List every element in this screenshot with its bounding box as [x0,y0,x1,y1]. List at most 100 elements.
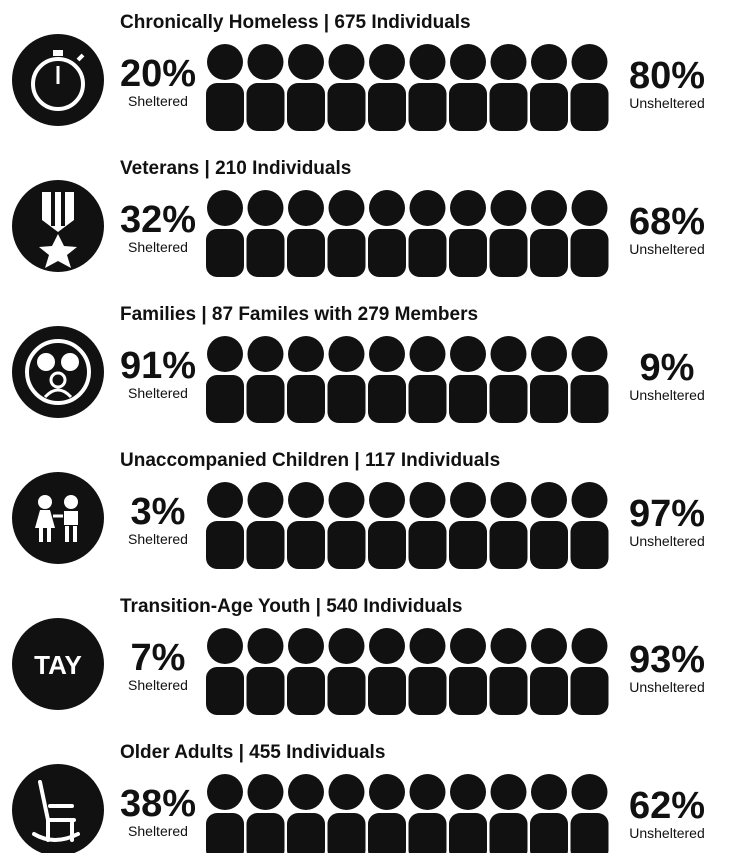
person-icon [247,628,284,664]
person-icon [571,190,608,226]
row: Unaccompanied Children | 117 Individuals… [12,450,705,569]
person-icon [530,83,568,131]
person-icon [408,83,447,131]
person-icon [287,229,325,277]
person-icon [368,375,406,423]
person-icon [571,44,608,80]
person-icon [490,628,527,664]
person-icon [288,190,324,226]
icon-line [31,57,85,111]
person-icon [327,813,366,853]
person-icon [369,44,405,80]
person-icon [531,482,567,518]
person-icon [409,44,446,80]
person-icon [247,190,284,226]
person-icon [369,336,405,372]
person-icon [490,44,527,80]
person-icon [570,375,609,423]
person-icon [247,336,284,372]
person-icon [206,375,244,423]
row-title: Transition-Age Youth | 540 Individuals [120,596,462,617]
person-icon [449,83,487,131]
person-icon [206,229,244,277]
person-icon [328,190,365,226]
person-icon [287,813,325,853]
person-icon [449,229,487,277]
person-icon [531,44,567,80]
sheltered-label: Sheltered [128,531,188,547]
person-icon [206,83,244,131]
person-icon [530,521,568,569]
person-icon [408,229,447,277]
person-icon [328,336,365,372]
sheltered-percent: 20% [120,53,196,95]
person-icon [207,628,243,664]
person-icon [369,628,405,664]
icon-line [64,495,78,509]
person-icon [327,667,366,715]
unsheltered-label: Unsheltered [629,387,705,403]
person-icon [531,628,567,664]
person-icon [288,774,324,810]
person-icon [531,336,567,372]
person-icon [408,521,447,569]
icon-line [61,353,79,371]
person-icon [408,375,447,423]
person-icon [530,375,568,423]
person-icon [288,628,324,664]
person-icon [327,83,366,131]
person-icon [490,190,527,226]
person-icon [369,482,405,518]
person-icon [328,482,365,518]
person-icon [409,336,446,372]
person-icon [288,482,324,518]
unsheltered-label: Unsheltered [629,95,705,111]
person-icon [369,190,405,226]
sheltered-label: Sheltered [128,93,188,109]
person-icon [450,628,486,664]
unsheltered-label: Unsheltered [629,533,705,549]
row-title: Older Adults | 455 Individuals [120,742,385,763]
person-icon [571,336,608,372]
sheltered-label: Sheltered [128,385,188,401]
person-icon [489,813,528,853]
person-icon [490,336,527,372]
row: Chronically Homeless | 675 Individuals 20… [12,12,705,131]
row: Transition-Age Youth | 540 Individuals TA… [12,596,705,715]
person-icon [207,44,243,80]
person-icon [449,813,487,853]
unsheltered-percent: 93% [629,639,705,681]
person-icon [327,521,366,569]
person-icon [571,628,608,664]
person-icon [570,229,609,277]
row-title: Chronically Homeless | 675 Individuals [120,12,471,33]
person-icon [288,44,324,80]
icon-line [51,192,65,226]
icon-line [49,371,67,389]
sheltered-label: Sheltered [128,823,188,839]
person-icon [368,813,406,853]
row-icon [12,472,104,564]
person-icon [571,774,608,810]
person-icon [207,482,243,518]
person-icon [530,813,568,853]
unsheltered-label: Unsheltered [629,679,705,695]
person-icon [490,774,527,810]
person-icon [247,774,284,810]
icon-line [76,53,85,62]
row-title: Veterans | 210 Individuals [120,158,351,179]
person-icon [408,813,447,853]
person-icon [287,375,325,423]
unsheltered-label: Unsheltered [629,825,705,841]
person-icon [570,521,609,569]
person-icon [570,813,609,853]
unsheltered-percent: 9% [640,347,695,389]
row-title: Families | 87 Familes with 279 Members [120,304,478,325]
icon-line [39,234,77,268]
person-icon [247,482,284,518]
icon-line [39,526,51,542]
sheltered-percent: 38% [120,783,196,825]
sheltered-label: Sheltered [128,239,188,255]
row-title: Unaccompanied Children | 117 Individuals [120,450,500,471]
